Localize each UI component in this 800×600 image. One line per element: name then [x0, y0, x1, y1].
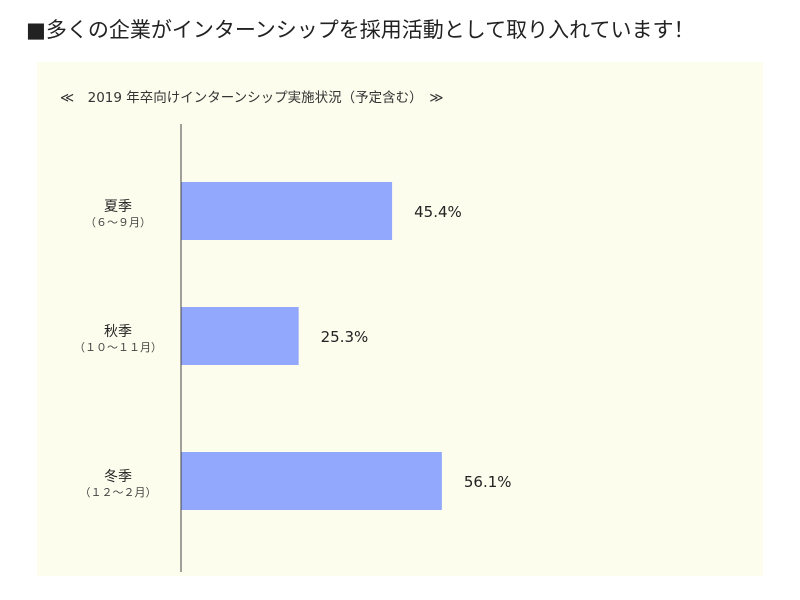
- category-label-3: 冬季: [104, 469, 132, 485]
- bar-1: [181, 182, 393, 240]
- value-label-1: 45.4%: [414, 203, 462, 221]
- bar-2: [181, 307, 299, 365]
- category-label-2: 秋季: [104, 324, 132, 340]
- category-sublabel-1: （６～９月）: [85, 216, 151, 229]
- category-label-1: 夏季: [104, 199, 132, 215]
- chart-title: ≪ 2019 年卒向けインターンシップ実施状況（予定含む） ≫: [60, 90, 444, 106]
- value-label-3: 56.1%: [464, 473, 512, 491]
- value-label-2: 25.3%: [321, 328, 369, 346]
- category-sublabel-3: （１２～２月）: [80, 486, 157, 499]
- category-sublabel-2: （１０～１１月）: [74, 341, 162, 354]
- page-heading: ■多くの企業がインターンシップを採用活動として取り入れています！: [26, 18, 695, 42]
- bar-3: [181, 452, 442, 510]
